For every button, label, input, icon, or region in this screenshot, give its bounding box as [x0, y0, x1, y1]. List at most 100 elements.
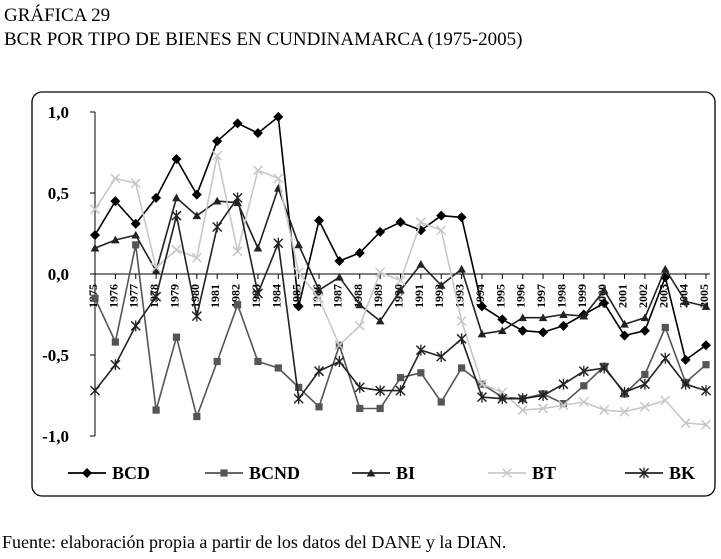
point-bk: [334, 355, 345, 367]
point-bt: [599, 405, 610, 416]
point-bt: [436, 225, 447, 236]
point-bcnd: [213, 357, 221, 366]
point-bcd: [130, 218, 141, 229]
point-bt: [293, 267, 304, 278]
legend-item-bk: BK: [625, 463, 695, 483]
source-note: Fuente: elaboración propia a partir de l…: [2, 532, 507, 552]
x-tick-label: 2002: [636, 284, 650, 308]
x-tick-label: 1988: [351, 284, 365, 308]
x-tick-label: 1977: [127, 284, 141, 308]
point-bi: [620, 319, 629, 328]
point-bcnd: [376, 404, 384, 413]
x-tick-label: 1991: [412, 284, 426, 308]
point-bk: [191, 310, 202, 322]
point-bcd: [171, 153, 182, 164]
point-bk: [375, 385, 386, 397]
legend-marker-bk: [638, 467, 650, 479]
point-bcd: [619, 330, 630, 341]
point-bcd: [558, 320, 569, 331]
legend-marker-bcnd: [220, 469, 228, 477]
legend-label-bi: BI: [396, 463, 415, 483]
point-bcnd: [152, 406, 160, 414]
point-bcd: [375, 226, 386, 237]
point-bk: [538, 390, 549, 401]
point-bk: [700, 385, 712, 397]
legend-label-bt: BT: [532, 463, 556, 483]
point-bcd: [476, 301, 487, 312]
point-bt: [252, 165, 263, 176]
point-bcnd: [172, 333, 181, 341]
point-bcd: [639, 325, 650, 336]
legend-marker-bi: [366, 468, 376, 477]
legend-label-bcnd: BCND: [249, 463, 300, 483]
point-bi: [538, 313, 548, 322]
point-bcd: [456, 212, 467, 223]
point-bcd: [599, 298, 610, 309]
point-bcnd: [233, 301, 242, 309]
point-bcnd: [641, 370, 649, 379]
point-bk: [252, 287, 263, 299]
point-bi: [192, 211, 202, 220]
x-tick-label: 2001: [616, 284, 630, 308]
point-bt: [700, 419, 712, 430]
point-bk: [212, 221, 223, 233]
x-tick-label: 1995: [493, 284, 507, 308]
point-bk: [232, 192, 243, 204]
point-bt: [191, 252, 202, 263]
point-bcnd: [132, 241, 140, 249]
point-bk: [619, 386, 630, 398]
point-bcnd: [315, 403, 323, 411]
point-bt: [171, 244, 182, 255]
point-bk: [395, 385, 406, 397]
x-tick-label: 1976: [106, 284, 120, 308]
point-bi: [518, 313, 527, 322]
point-bcd: [334, 256, 345, 267]
point-bk: [639, 378, 650, 390]
point-bi: [172, 193, 181, 202]
y-tick-label: 0,5: [48, 184, 69, 203]
point-bi: [90, 243, 100, 252]
point-bt: [558, 400, 569, 411]
point-bk: [558, 378, 569, 390]
point-bcnd: [458, 364, 466, 372]
point-bt: [354, 320, 365, 331]
point-bt: [375, 267, 386, 278]
point-bt: [680, 418, 691, 429]
point-bt: [395, 275, 406, 286]
point-bk: [436, 351, 447, 363]
point-bcd: [273, 111, 284, 122]
point-bcd: [395, 217, 406, 228]
point-bk: [151, 291, 162, 303]
point-bk: [497, 393, 508, 405]
point-bk: [680, 378, 691, 390]
point-bt: [110, 173, 121, 184]
point-bi: [681, 297, 690, 305]
point-bt: [639, 401, 650, 412]
point-bi: [253, 243, 263, 252]
x-tick-label: 2005: [697, 284, 711, 308]
point-bi: [416, 259, 426, 268]
x-tick-label: 1979: [167, 284, 181, 308]
point-bi: [294, 240, 303, 249]
point-bk: [130, 320, 141, 332]
point-bcd: [497, 314, 508, 325]
point-bk: [476, 391, 487, 403]
point-bk: [273, 237, 284, 249]
point-bt: [130, 178, 141, 189]
point-bcnd: [661, 323, 669, 332]
y-tick-label: 0,0: [48, 265, 69, 284]
point-bi: [640, 313, 650, 322]
bcr-line-chart: 1,00,50,0-0,5-1,019751976197719781979198…: [31, 91, 716, 497]
point-bcd: [538, 327, 549, 338]
point-bt: [456, 315, 467, 327]
point-bt: [314, 293, 325, 304]
point-bt: [415, 217, 426, 228]
y-tick-label: -1,0: [42, 427, 69, 446]
point-bt: [232, 246, 243, 257]
point-bcd: [212, 136, 223, 147]
point-bi: [477, 329, 487, 338]
title-block: GRÁFICA 29 BCR POR TIPO DE BIENES EN CUN…: [4, 4, 522, 52]
x-tick-label: 1987: [330, 284, 344, 308]
point-bi: [599, 285, 609, 294]
point-bcnd: [437, 398, 445, 406]
